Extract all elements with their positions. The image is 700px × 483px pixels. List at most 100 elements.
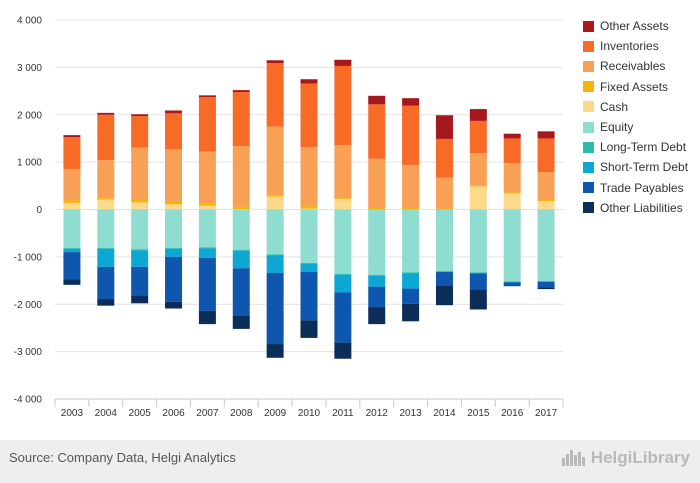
legend-swatch xyxy=(583,182,594,194)
brand-name: HelgiLibrary xyxy=(590,448,690,467)
bar-segment xyxy=(131,209,149,250)
bar-segment xyxy=(503,138,521,164)
bar-segment xyxy=(300,209,318,264)
bar-segment xyxy=(537,138,555,173)
bar-segment xyxy=(266,196,284,210)
bar-segment xyxy=(368,158,386,209)
bar-segment xyxy=(266,255,284,273)
bar-segment xyxy=(503,163,521,193)
bar-segment xyxy=(368,209,386,275)
bar-segment xyxy=(300,208,318,210)
bar-segment xyxy=(537,172,555,201)
bar-segment xyxy=(198,209,216,248)
bar-segment xyxy=(63,137,81,170)
legend-swatch xyxy=(583,60,594,72)
bar-segment xyxy=(232,206,250,210)
bar-segment xyxy=(503,282,521,287)
x-tick-label: 2016 xyxy=(501,408,524,419)
bar-segment xyxy=(300,263,318,264)
legend-swatch xyxy=(583,101,594,113)
bar-segment xyxy=(469,289,487,310)
legend-label: Receivables xyxy=(600,59,666,74)
x-tick-label: 2012 xyxy=(366,408,389,419)
bar-segment xyxy=(266,254,284,256)
legend-item: Fixed Assets xyxy=(583,77,688,97)
bar-segment xyxy=(435,271,453,273)
y-tick-label: -3 000 xyxy=(14,347,43,358)
legend-item: Long-Term Debt xyxy=(583,137,688,157)
x-tick-label: 2014 xyxy=(433,408,456,419)
y-tick-label: 1 000 xyxy=(17,158,42,169)
y-tick-label: 3 000 xyxy=(17,63,42,74)
bar-segment xyxy=(469,273,487,290)
bar-segment xyxy=(469,153,487,186)
bar-segment xyxy=(334,274,352,293)
bar-segment xyxy=(165,204,183,210)
bar-segment xyxy=(266,195,284,197)
bar-segment xyxy=(232,90,250,93)
bar-segment xyxy=(368,274,386,276)
bar-segment xyxy=(503,133,521,139)
bar-segment xyxy=(63,209,81,248)
bar-segment xyxy=(198,247,216,249)
legend-label: Inventories xyxy=(600,39,659,54)
bar-segment xyxy=(131,249,149,251)
bar-segment xyxy=(97,209,115,248)
x-tick-label: 2004 xyxy=(95,408,118,419)
legend-swatch xyxy=(583,20,594,32)
bar-segment xyxy=(368,208,386,210)
x-tick-label: 2011 xyxy=(332,408,354,419)
bar-segment xyxy=(63,248,81,253)
bar-segment xyxy=(232,209,250,250)
bar-segment xyxy=(165,149,183,202)
legend-swatch xyxy=(583,121,594,133)
y-tick-label: -4 000 xyxy=(14,395,43,406)
legend-item: Other Liabilities xyxy=(583,198,688,218)
bar-segment xyxy=(131,116,149,148)
bar-segment xyxy=(165,201,183,205)
bar-segment xyxy=(232,92,250,147)
bar-segment xyxy=(402,164,420,209)
bar-segment xyxy=(537,200,555,210)
bar-segment xyxy=(537,131,555,139)
legend-item: Short-Term Debt xyxy=(583,157,688,177)
bar-segment xyxy=(402,272,420,274)
bar-segment xyxy=(97,299,115,306)
bar-segment xyxy=(537,209,555,282)
bar-segment xyxy=(334,59,352,66)
legend-label: Equity xyxy=(600,119,634,134)
legend: Other Assets Inventories Receivables Fixed … xyxy=(583,16,688,218)
bar-segment xyxy=(198,95,216,98)
bar-segment xyxy=(232,250,250,269)
x-tick-label: 2013 xyxy=(399,408,422,419)
bar-segment xyxy=(334,65,352,146)
legend-label: Long-Term Debt xyxy=(600,140,687,155)
bar-segment xyxy=(165,248,183,257)
x-tick-label: 2010 xyxy=(298,408,321,419)
x-tick-label: 2003 xyxy=(61,408,84,419)
legend-item: Equity xyxy=(583,117,688,137)
bar-segment xyxy=(63,247,81,249)
bar-segment xyxy=(368,275,386,287)
x-axis: 2003 2004 2005 2006 2007 2008 2009 2010 2011 2012… xyxy=(54,398,564,419)
bar-segment xyxy=(334,209,352,274)
bar-segment xyxy=(97,114,115,161)
bar-segment xyxy=(537,281,555,282)
bar-segment xyxy=(368,307,386,325)
legend-label: Trade Payables xyxy=(600,180,684,195)
bar-segment xyxy=(97,199,115,210)
bar-segment xyxy=(131,202,149,210)
bars xyxy=(63,59,555,359)
legend-label: Fixed Assets xyxy=(600,79,669,94)
bar-segment xyxy=(402,98,420,106)
bar-segment xyxy=(266,344,284,358)
legend-label: Other Liabilities xyxy=(600,200,683,215)
bar-segment xyxy=(232,249,250,251)
bar-segment xyxy=(198,205,216,210)
bar-segment xyxy=(165,256,183,302)
footer: Source: Company Data, Helgi Analytics He… xyxy=(0,440,700,483)
bar-segment xyxy=(402,273,420,289)
brand-logo: HelgiLibrary xyxy=(561,448,690,468)
bar-segment xyxy=(503,193,521,210)
legend-label: Other Assets xyxy=(600,19,669,33)
